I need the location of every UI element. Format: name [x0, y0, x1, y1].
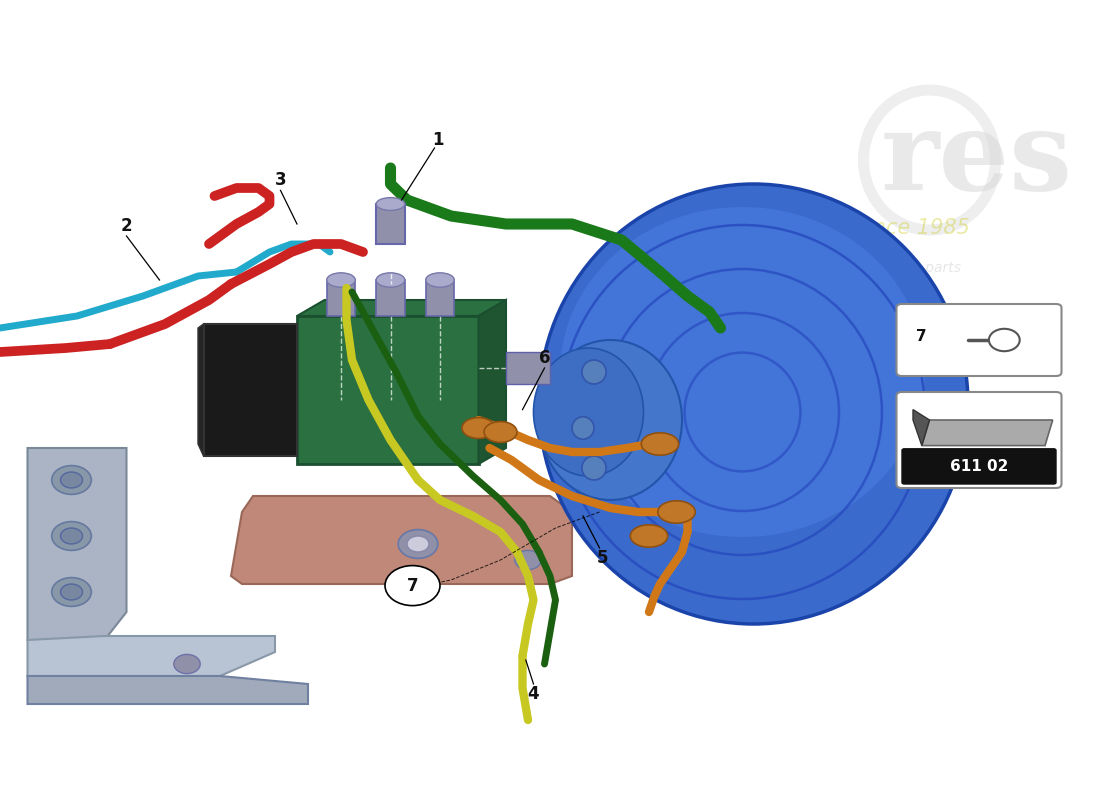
Ellipse shape — [534, 348, 644, 476]
Text: 611 02: 611 02 — [949, 459, 1009, 474]
Ellipse shape — [630, 525, 668, 547]
Text: 1: 1 — [432, 131, 443, 149]
Ellipse shape — [484, 422, 517, 442]
Ellipse shape — [376, 198, 405, 210]
Polygon shape — [28, 676, 308, 704]
Ellipse shape — [462, 418, 495, 438]
Ellipse shape — [658, 501, 695, 523]
Polygon shape — [204, 324, 297, 456]
Ellipse shape — [572, 417, 594, 439]
FancyBboxPatch shape — [896, 392, 1062, 488]
Circle shape — [398, 530, 438, 558]
Ellipse shape — [327, 273, 355, 287]
Polygon shape — [376, 204, 405, 244]
Polygon shape — [922, 420, 1053, 446]
Polygon shape — [297, 316, 478, 464]
Text: 7: 7 — [407, 577, 418, 594]
Text: 7: 7 — [916, 330, 927, 344]
Ellipse shape — [539, 340, 682, 500]
Circle shape — [52, 578, 91, 606]
Circle shape — [60, 472, 82, 488]
FancyBboxPatch shape — [896, 304, 1062, 376]
Polygon shape — [231, 496, 572, 584]
Circle shape — [60, 584, 82, 600]
Polygon shape — [426, 280, 454, 316]
Circle shape — [60, 528, 82, 544]
Polygon shape — [327, 280, 355, 316]
Ellipse shape — [582, 360, 606, 384]
FancyBboxPatch shape — [902, 449, 1056, 484]
Text: genuine parts: genuine parts — [865, 261, 961, 275]
Text: since 1985: since 1985 — [856, 218, 970, 238]
Ellipse shape — [539, 184, 968, 624]
Circle shape — [407, 536, 429, 552]
Circle shape — [52, 522, 91, 550]
Ellipse shape — [426, 273, 454, 287]
Polygon shape — [478, 300, 506, 464]
Polygon shape — [913, 410, 930, 446]
Circle shape — [989, 329, 1020, 351]
Circle shape — [385, 566, 440, 606]
Polygon shape — [28, 448, 126, 640]
Text: 6: 6 — [539, 349, 550, 366]
Circle shape — [52, 466, 91, 494]
Text: 4: 4 — [528, 686, 539, 703]
Circle shape — [515, 550, 541, 570]
Circle shape — [174, 654, 200, 674]
Ellipse shape — [641, 433, 679, 455]
Text: res: res — [881, 106, 1072, 214]
Polygon shape — [297, 300, 506, 316]
Ellipse shape — [560, 207, 925, 537]
Polygon shape — [376, 280, 405, 316]
Ellipse shape — [582, 456, 606, 480]
Text: 2: 2 — [121, 217, 132, 234]
Text: 5: 5 — [597, 550, 608, 567]
Text: 3: 3 — [275, 171, 286, 189]
Polygon shape — [28, 636, 275, 676]
Polygon shape — [198, 324, 204, 456]
Polygon shape — [506, 352, 550, 384]
Ellipse shape — [376, 273, 405, 287]
